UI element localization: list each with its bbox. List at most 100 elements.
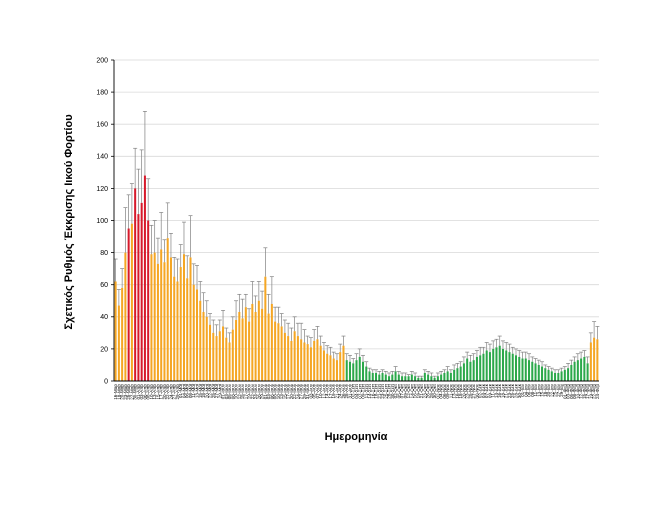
x-tick-label: 17-Ιουν bbox=[243, 383, 248, 399]
bar bbox=[114, 281, 117, 381]
bar bbox=[182, 254, 185, 381]
bar bbox=[329, 355, 332, 381]
bar bbox=[143, 175, 146, 381]
bar bbox=[202, 311, 205, 381]
bar bbox=[358, 356, 361, 381]
bar bbox=[267, 313, 270, 381]
x-tick-label: 16-Οκτ bbox=[413, 384, 418, 399]
bar bbox=[446, 371, 449, 381]
bar bbox=[277, 323, 280, 381]
x-tick-label: 08-Απρ bbox=[146, 384, 151, 400]
axes bbox=[111, 59, 599, 382]
bar bbox=[560, 371, 563, 381]
y-tick-label: 40 bbox=[100, 314, 108, 321]
x-tick-label: 21-Οκτ bbox=[419, 384, 424, 399]
bar bbox=[414, 376, 417, 381]
bar bbox=[117, 305, 120, 381]
x-tick-label: 24-Αυγ bbox=[338, 383, 343, 398]
x-tick-label: 11-Μαϊ bbox=[191, 383, 196, 398]
bar bbox=[215, 336, 218, 381]
bar bbox=[570, 364, 573, 381]
x-tick-label: 23-Σεπ bbox=[380, 384, 385, 399]
x-tick-label: 28-Αυγ bbox=[344, 383, 349, 398]
y-tick-label: 200 bbox=[96, 57, 108, 64]
bar bbox=[576, 360, 579, 381]
x-tick-label: 05-Ιουν bbox=[227, 383, 232, 399]
x-tick-label: 30-Μαρ bbox=[133, 384, 138, 400]
bar bbox=[251, 303, 254, 381]
x-tick-label: 18-Σεπ bbox=[374, 384, 379, 399]
bar bbox=[573, 361, 576, 381]
x-tick-label: 23-Οκτ bbox=[422, 384, 427, 399]
x-tick-label: 15-Φεβ bbox=[582, 384, 587, 399]
bar bbox=[362, 361, 365, 381]
x-tick-label: 17-Απρ bbox=[159, 384, 164, 400]
bar bbox=[290, 340, 293, 381]
x-tick-label: 31-Ιουλ bbox=[305, 383, 310, 399]
x-tick-label: 03-Ιουν bbox=[224, 383, 229, 399]
bar bbox=[557, 372, 560, 381]
bar bbox=[345, 360, 348, 381]
bar bbox=[436, 376, 439, 381]
y-tick-label: 120 bbox=[96, 186, 108, 193]
bar bbox=[427, 374, 430, 381]
bar bbox=[274, 321, 277, 381]
bar bbox=[378, 374, 381, 381]
x-tick-label: 05-Φεβ bbox=[569, 384, 574, 399]
bar bbox=[544, 368, 547, 381]
bar bbox=[231, 329, 234, 381]
x-tick-label: 03-Φεβ bbox=[566, 384, 571, 399]
bar bbox=[394, 371, 397, 381]
bar bbox=[173, 276, 176, 381]
x-tick-label: 14-Αυγ bbox=[325, 383, 330, 398]
bar bbox=[348, 361, 351, 381]
x-tick-label: 21-Αυγ bbox=[334, 383, 339, 398]
bar bbox=[300, 339, 303, 381]
bar bbox=[130, 223, 133, 381]
bar bbox=[589, 342, 592, 381]
bar bbox=[443, 372, 446, 381]
x-tick-label: 20-Ιουλ bbox=[289, 383, 294, 399]
x-tick-label: 20-Νοε bbox=[461, 384, 466, 399]
x-tick-label: 19-Ιουν bbox=[247, 383, 252, 399]
x-tick-label: 22-Ιουλ bbox=[292, 383, 297, 399]
x-tick-label: 04-Δεκ bbox=[481, 383, 486, 398]
x-tick-label: 08-Μαϊ bbox=[188, 383, 193, 398]
x-tick-label: 01-Ιαν bbox=[520, 383, 525, 397]
x-tick-label: 23-Μαρ bbox=[123, 384, 128, 400]
x-tick-label: 30-Σεπ bbox=[390, 384, 395, 399]
x-tick-label: 01-Απρ bbox=[136, 384, 141, 400]
x-tick-label: 21-Σεπ bbox=[377, 384, 382, 399]
y-tick-label: 0 bbox=[104, 378, 108, 385]
bar bbox=[209, 324, 212, 381]
x-tick-label: 02-Οκτ bbox=[393, 384, 398, 399]
y-tick-label: 100 bbox=[96, 218, 108, 225]
bar bbox=[433, 377, 436, 381]
x-tick-label: 05-Οκτ bbox=[396, 384, 401, 399]
bar bbox=[352, 363, 355, 381]
x-tick-label: 15-Ιουλ bbox=[282, 383, 287, 399]
x-tick-label: 12-Αυγ bbox=[321, 383, 326, 398]
bar bbox=[537, 364, 540, 381]
y-tick-label: 140 bbox=[96, 154, 108, 161]
x-tick-label: 17-Ιουλ bbox=[286, 383, 291, 399]
x-tick-label: 13-Απρ bbox=[152, 384, 157, 400]
bar bbox=[287, 336, 290, 381]
bar bbox=[528, 360, 531, 381]
bar bbox=[147, 220, 150, 381]
bar bbox=[355, 360, 358, 381]
bar bbox=[475, 356, 478, 381]
x-tick-label: 24-Φεβ bbox=[595, 384, 600, 399]
bar bbox=[296, 336, 299, 381]
bar bbox=[388, 376, 391, 381]
x-tick-label: 29-Ιαν bbox=[559, 383, 564, 397]
x-tick-label: 23-Δεκ bbox=[507, 383, 512, 398]
x-tick-label: 04-Σεπ bbox=[354, 384, 359, 399]
bar bbox=[195, 289, 199, 381]
bar bbox=[407, 376, 410, 381]
bar bbox=[554, 372, 557, 381]
bar bbox=[365, 366, 368, 381]
bar bbox=[453, 369, 456, 381]
